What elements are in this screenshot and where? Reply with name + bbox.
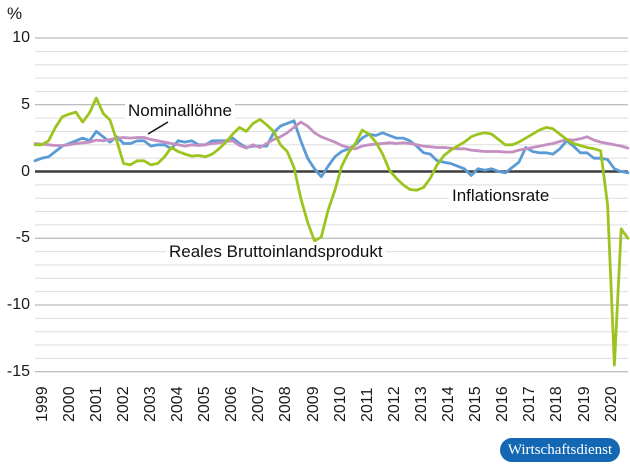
y-tick-label: 10 [12,29,30,46]
x-year-label: 2019 [575,386,593,422]
x-year-label: 2007 [250,386,268,422]
x-year-label: 2020 [602,386,620,422]
x-year-label: 2009 [304,386,322,422]
y-tick-label: 5 [21,95,30,113]
x-year-label: 2018 [548,386,566,422]
wirtschaftsdienst-badge: Wirtschaftsdienst [500,438,620,462]
y-tick-label: -10 [6,296,30,313]
annotation-nominalloehne: Nominallöhne [125,101,235,121]
x-year-label: 2001 [87,386,105,422]
y-tick-label: -15 [6,362,30,380]
y-tick-label: 0 [21,162,30,180]
annotation-leader-line [147,121,169,135]
x-year-label: 2012 [385,386,403,422]
x-year-label: 2011 [358,387,376,422]
annotation-reales-bruttoinlandsprodukt: Reales Bruttoinlandsprodukt [166,242,386,262]
y-axis-unit-label: % [7,4,23,23]
series-line [33,120,630,154]
x-year-label: 2003 [141,386,159,422]
series-line [33,96,630,367]
x-year-label: 1999 [33,386,51,422]
x-year-label: 2008 [277,386,295,422]
x-year-label: 2005 [196,386,214,422]
x-year-label: 2013 [412,386,430,422]
annotation-inflationsrate: Inflationsrate [449,186,553,206]
x-year-label: 2000 [60,386,78,422]
x-year-label: 2004 [169,386,186,422]
x-year-label: 2017 [521,386,539,422]
x-year-label: 2014 [440,386,457,422]
x-year-label: 2006 [223,386,241,422]
x-year-label: 2016 [494,386,512,422]
x-year-label: 2002 [114,386,132,422]
x-year-label: 2015 [467,386,485,422]
y-tick-label: -5 [15,229,30,247]
x-year-label: 2010 [331,386,349,422]
